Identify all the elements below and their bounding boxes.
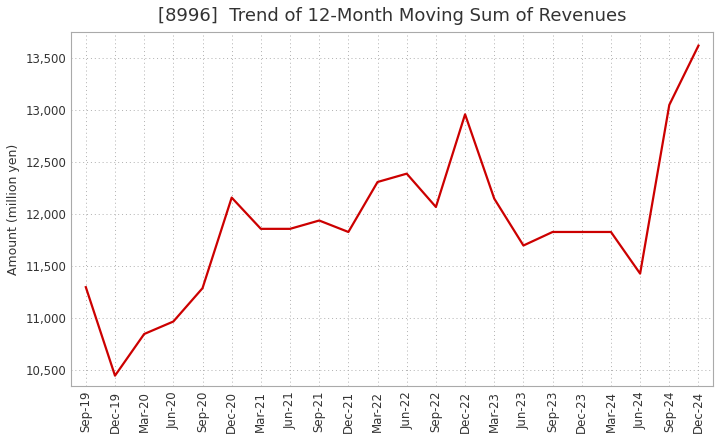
Y-axis label: Amount (million yen): Amount (million yen): [7, 143, 20, 275]
Title: [8996]  Trend of 12-Month Moving Sum of Revenues: [8996] Trend of 12-Month Moving Sum of R…: [158, 7, 626, 25]
